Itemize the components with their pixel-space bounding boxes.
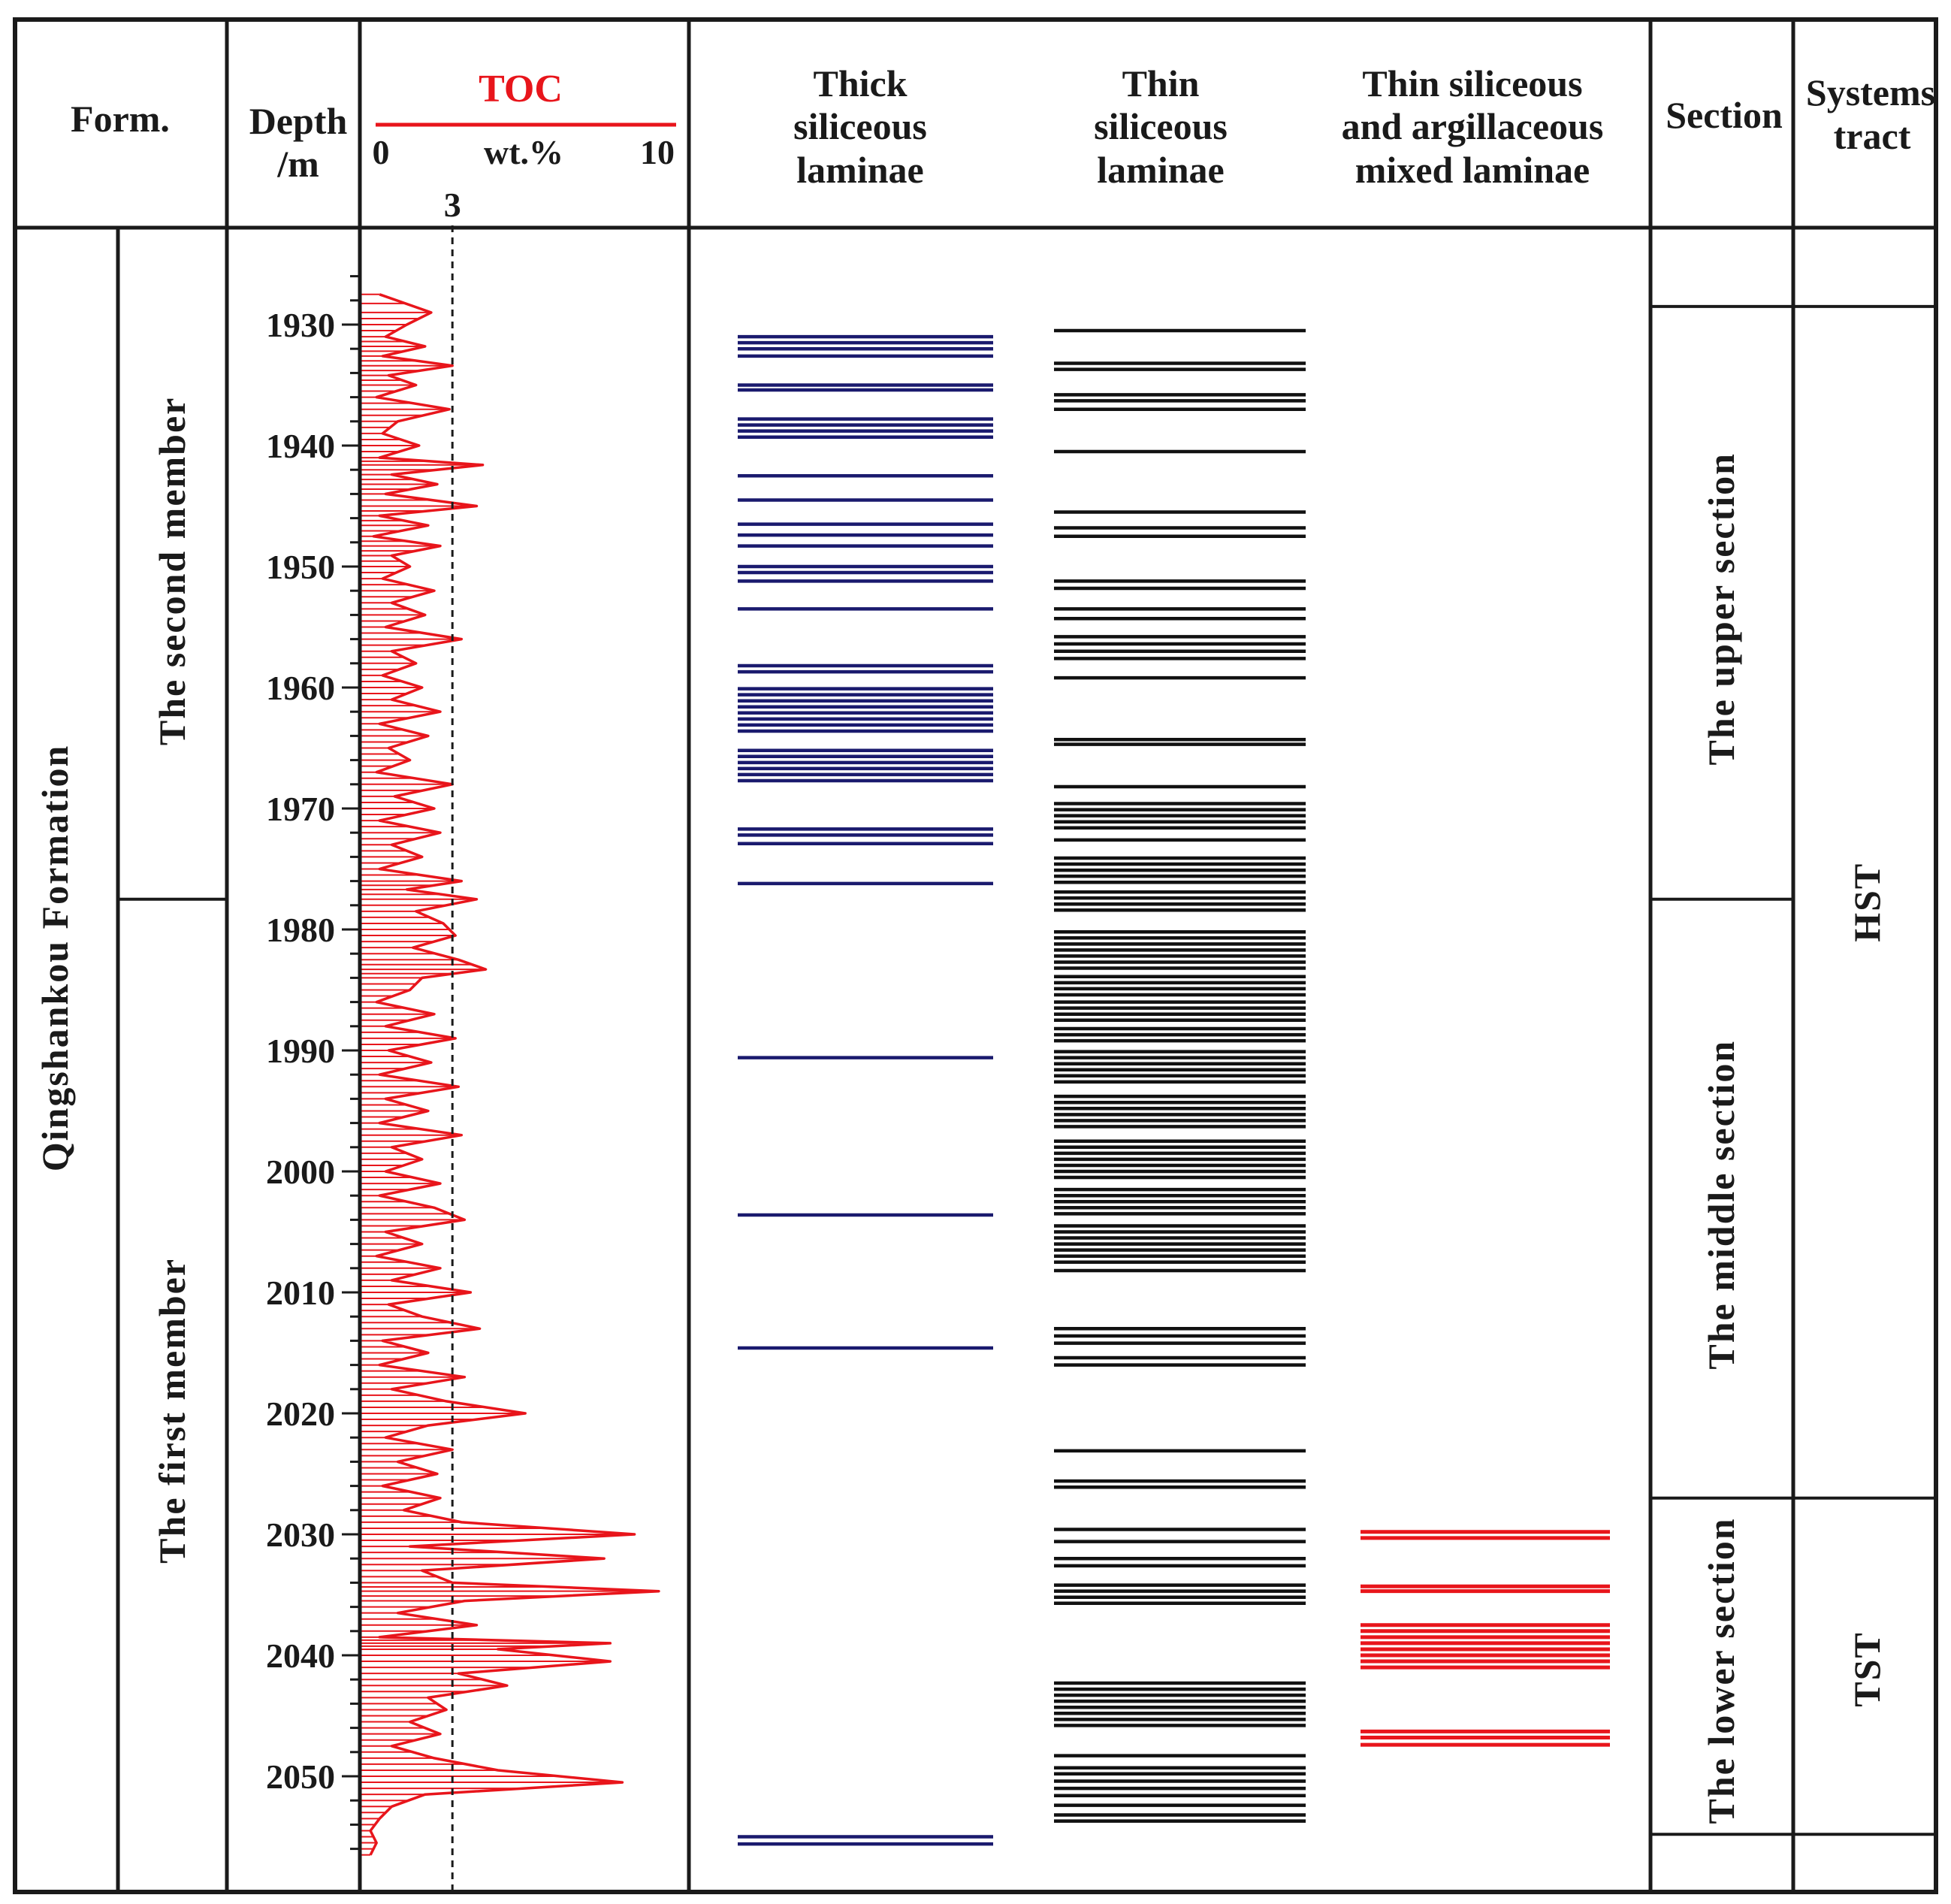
depth-tick-label: 1960	[266, 669, 335, 707]
depth-tick-label: 1970	[266, 790, 335, 828]
header-mixed-line2: and argillaceous	[1342, 105, 1604, 147]
header-form: Form.	[71, 98, 170, 140]
toc-threshold-label: 3	[444, 186, 461, 224]
depth-tick-label: 1950	[266, 548, 335, 586]
toc-axis-title: TOC	[479, 68, 563, 110]
member-label-second: The second member	[151, 397, 193, 746]
header-section: Section	[1666, 94, 1783, 136]
toc-axis-min: 0	[373, 133, 390, 171]
thick-siliceous-laminae-track	[738, 334, 993, 1846]
formation-label: Qingshankou Formation	[34, 745, 76, 1172]
systems-tract-label-tst: TST	[1846, 1631, 1888, 1707]
section-label-upper: The upper section	[1700, 452, 1742, 765]
depth-tick-label: 2050	[266, 1757, 335, 1796]
toc-axis-max: 10	[640, 133, 675, 171]
header-systems-line2: tract	[1834, 115, 1911, 157]
section-label-lower: The lower section	[1700, 1517, 1742, 1824]
thin-siliceous-laminae-track	[1054, 328, 1306, 1823]
depth-tick-label: 1980	[266, 911, 335, 949]
depth-tick-label: 1940	[266, 427, 335, 465]
section-label-middle: The middle section	[1700, 1040, 1742, 1370]
header-thick-line3: laminae	[796, 149, 923, 191]
depth-tick-label: 1990	[266, 1032, 335, 1070]
header-thick-line1: Thick	[813, 62, 907, 104]
toc-curve	[369, 293, 660, 1856]
depth-tick-label: 1930	[266, 306, 335, 344]
mixed-laminae-track	[1361, 1530, 1610, 1747]
header-depth-line2: /m	[276, 143, 319, 185]
depth-tick-label: 2010	[266, 1274, 335, 1312]
depth-tick-label: 2020	[266, 1395, 335, 1433]
header-thin-line2: siliceous	[1094, 105, 1228, 147]
depth-tick-label: 2000	[266, 1153, 335, 1191]
header-thin-line1: Thin	[1122, 62, 1200, 104]
member-label-first: The first member	[151, 1258, 193, 1564]
toc-curve-group	[369, 293, 660, 1856]
depth-tick-label: 2040	[266, 1637, 335, 1675]
depth-tick-label: 2030	[266, 1516, 335, 1554]
table-frame	[13, 17, 1938, 1894]
outer-border	[13, 17, 1938, 1894]
toc-axis-unit: wt.%	[484, 133, 563, 171]
header-depth-line1: Depth	[249, 100, 348, 142]
systems-tract-label-hst: HST	[1846, 863, 1888, 942]
toc-fill-hatching	[361, 293, 659, 1856]
header-systems-line1: Systems	[1806, 71, 1935, 113]
header-mixed-line3: mixed laminae	[1355, 149, 1590, 191]
depth-axis: 1930 1940 1950 1960 1970 1980 1990 2000 2010 2020…	[266, 275, 360, 1851]
header-thin-line3: laminae	[1097, 149, 1224, 191]
header-mixed-line1: Thin siliceous	[1362, 62, 1582, 104]
header-thick-line2: siliceous	[793, 105, 927, 147]
